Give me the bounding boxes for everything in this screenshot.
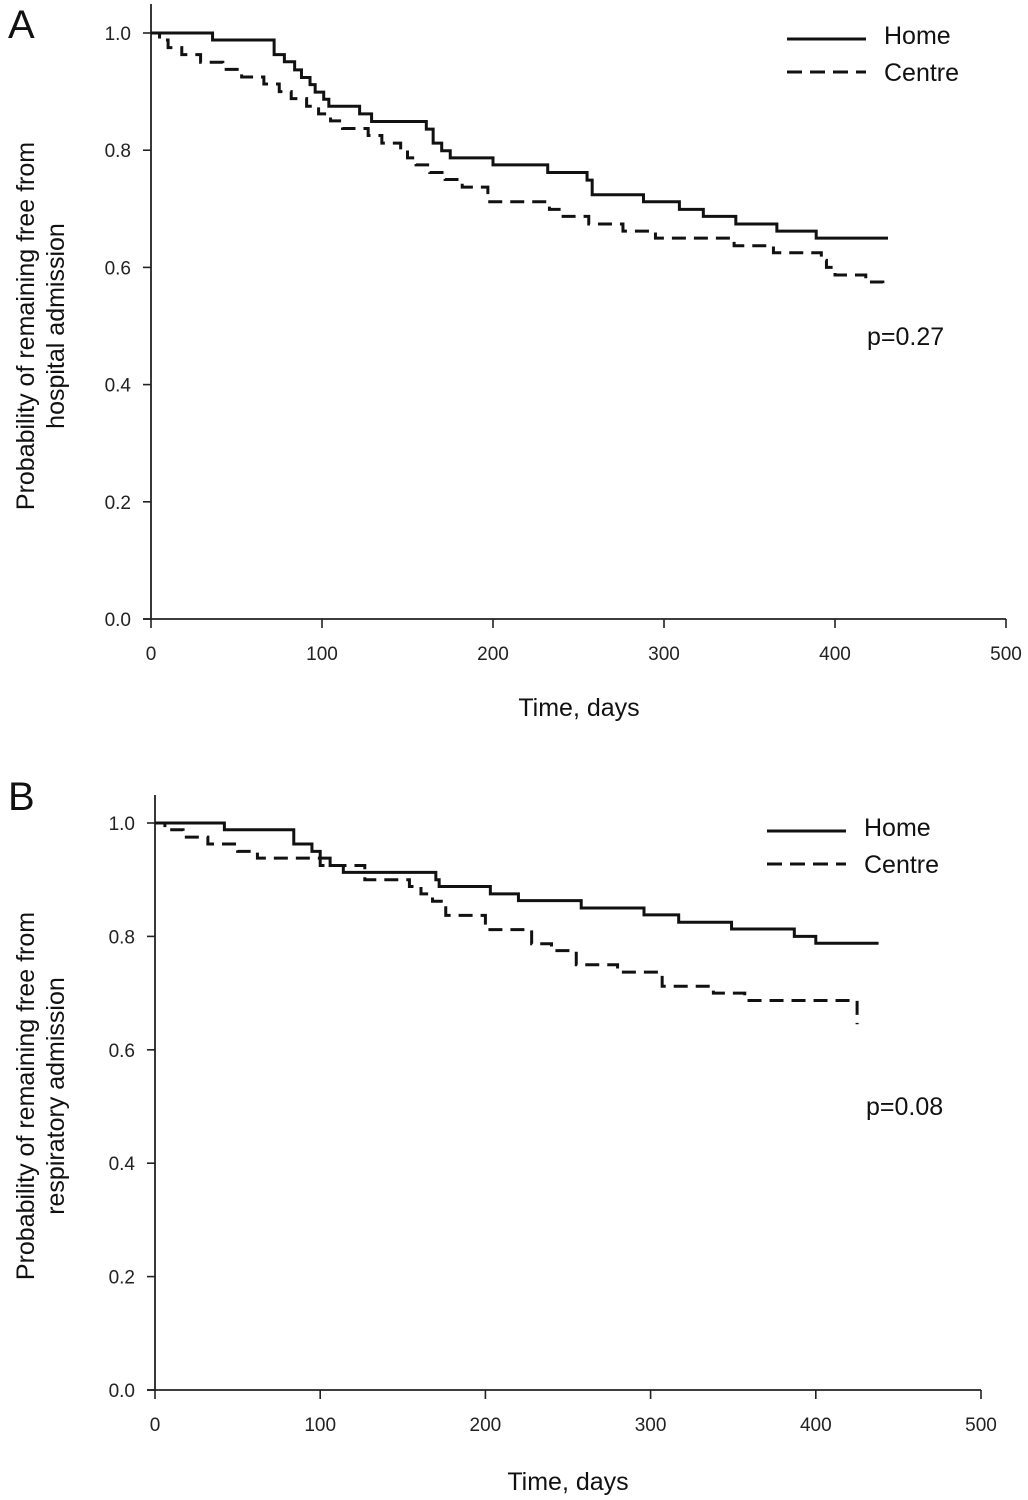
x-tick-label-b: 300 bbox=[635, 1415, 667, 1436]
x-tick-label-a: 400 bbox=[819, 644, 851, 665]
y-tick-label-b: 0.0 bbox=[109, 1381, 135, 1402]
y-tick-labels-b: 0.0 0.2 0.4 0.6 0.8 1.0 bbox=[109, 814, 136, 1402]
series-group-b bbox=[155, 821, 879, 1025]
x-tick-label-b: 500 bbox=[965, 1415, 997, 1436]
x-axis-title-b: Time, days bbox=[507, 1468, 628, 1496]
y-tick-label-b: 0.2 bbox=[109, 1268, 135, 1289]
legend-a: Home Centre bbox=[787, 22, 959, 87]
y-tick-label-b: 0.4 bbox=[109, 1154, 136, 1175]
x-tick-label-b: 400 bbox=[800, 1415, 832, 1436]
y-tick-label-a: 0.2 bbox=[105, 493, 131, 514]
p-value-a: p=0.27 bbox=[867, 323, 944, 351]
panel-letter-b: B bbox=[8, 775, 35, 819]
x-tick-label-a: 500 bbox=[990, 644, 1022, 665]
x-tick-label-a: 300 bbox=[648, 644, 680, 665]
x-tick-label-a: 100 bbox=[306, 644, 338, 665]
y-tick-label-a: 1.0 bbox=[105, 24, 131, 45]
y-axis-title-b-line1: Probability of remaining free from bbox=[12, 912, 40, 1280]
y-axis-title-b-line2: respiratory admission bbox=[42, 977, 70, 1215]
legend-label-home-b: Home bbox=[864, 814, 931, 842]
x-tick-label-b: 100 bbox=[304, 1415, 336, 1436]
panel-letter-a: A bbox=[8, 3, 35, 47]
x-tick-labels-b: 0 100 200 300 400 500 bbox=[150, 1415, 997, 1436]
legend-label-centre-a: Centre bbox=[884, 59, 959, 87]
y-tick-label-b: 0.6 bbox=[109, 1041, 135, 1062]
y-tick-label-b: 1.0 bbox=[109, 814, 135, 835]
x-tick-labels-a: 0 100 200 300 400 500 bbox=[146, 644, 1022, 665]
series-line-centre-a bbox=[151, 31, 885, 288]
legend-b: Home Centre bbox=[767, 814, 939, 879]
y-tick-labels-a: 0.0 0.2 0.4 0.6 0.8 1.0 bbox=[105, 24, 132, 631]
legend-label-home-a: Home bbox=[884, 22, 951, 50]
x-tick-label-b: 0 bbox=[150, 1415, 161, 1436]
p-value-b: p=0.08 bbox=[866, 1093, 943, 1121]
series-group-a bbox=[151, 31, 889, 288]
y-axis-title-a-line1: Probability of remaining free from bbox=[12, 142, 40, 510]
series-line-home-b bbox=[155, 821, 879, 945]
panel-a: A 0 100 200 300 400 500 0.0 0.2 0.4 0.6 0.8 1.0 Ti… bbox=[8, 3, 1022, 722]
x-tick-label-a: 0 bbox=[146, 644, 157, 665]
y-axis-title-a-line2: hospital admission bbox=[42, 223, 70, 429]
x-tick-label-b: 200 bbox=[470, 1415, 502, 1436]
axes-a bbox=[143, 4, 1007, 628]
y-tick-label-b: 0.8 bbox=[109, 927, 135, 948]
y-tick-label-a: 0.8 bbox=[105, 141, 131, 162]
x-axis-title-a: Time, days bbox=[518, 694, 639, 722]
y-tick-label-a: 0.0 bbox=[105, 610, 131, 631]
series-line-centre-b bbox=[155, 821, 859, 1025]
y-tick-label-a: 0.6 bbox=[105, 258, 131, 279]
series-line-home-a bbox=[151, 31, 889, 240]
axes-b bbox=[147, 795, 982, 1399]
legend-label-centre-b: Centre bbox=[864, 851, 939, 879]
y-tick-label-a: 0.4 bbox=[105, 376, 132, 397]
panel-b: B 0 100 200 300 400 500 0.0 0.2 0.4 0.6 0.8 1.0 Ti… bbox=[8, 775, 997, 1496]
x-tick-label-a: 200 bbox=[477, 644, 509, 665]
